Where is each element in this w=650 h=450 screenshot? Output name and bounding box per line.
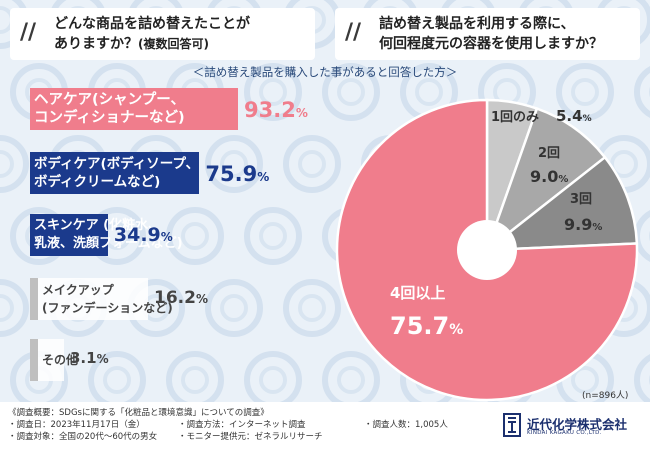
- footer-survey-title: 《調査概要：SDGsに関する「化粧品と環境意識」についての調査》: [8, 408, 269, 418]
- pattern-motif: [634, 354, 650, 406]
- bar-label-2: ボディケア(ボディソープ、 ボディクリームなど): [34, 156, 200, 190]
- footer: 《調査概要：SDGsに関する「化粧品と環境意識」についての調査》 ・調査日：20…: [0, 402, 650, 450]
- pie-label-1: 1回のみ: [491, 110, 539, 125]
- bar-label-4: メイクアップ (ファンデーションなど): [42, 283, 173, 315]
- pie-label-4: 4回以上: [390, 284, 445, 302]
- pie-value-1: 5.4%: [556, 107, 592, 125]
- pattern-motif: [283, 135, 341, 193]
- pattern-motif: [283, 279, 341, 337]
- bar-4: メイクアップ (ファンデーションなど): [30, 278, 173, 320]
- pie-value-4: 75.7%: [390, 312, 463, 340]
- bar-label-3: スキンケア (化粧水、 乳液、洗顔フォームなど): [34, 218, 183, 251]
- header-left-line1: どんな商品を詰め替えたことが: [54, 16, 250, 32]
- pattern-motif: [0, 279, 29, 337]
- bar-5: その他: [30, 339, 78, 381]
- pie-chart: 1回のみ 5.4% 2回 9.0%3回 9.9% 4回以上 75.7%: [335, 98, 639, 402]
- footer-method: ・調査方法：インターネット調査: [178, 420, 306, 430]
- company-name: 近代化学株式会社: [527, 417, 628, 432]
- footer-provider: ・モニター提供元：ゼネラルリサーチ: [178, 432, 323, 442]
- pattern-motif: [634, 66, 650, 118]
- header-left-line2: ありますか？: [54, 36, 138, 52]
- footer-target: ・調査対象：全国の20代～60代の男女: [8, 432, 158, 442]
- bar-3: スキンケア (化粧水、 乳液、洗顔フォームなど): [30, 214, 183, 256]
- pattern-motif: [205, 279, 263, 337]
- slash-icon: //: [345, 20, 362, 45]
- bar-value-2: 75.9%: [205, 162, 270, 186]
- bar-value-3: 34.9%: [113, 224, 173, 246]
- header-right: // 詰め替え製品を利用する際に、 何回程度元の容器を使用しますか？: [335, 8, 640, 60]
- subtitle: ＜詰め替え製品を購入した事があると回答した方＞: [192, 65, 458, 79]
- sample-size-note: (n=896人): [582, 391, 629, 401]
- pie-slice-2: [484, 106, 607, 254]
- pie-center-hole: [457, 220, 517, 280]
- header-left-note: (複数回答可): [138, 37, 209, 51]
- pie-label-3: 3回: [570, 192, 592, 207]
- slash-icon: //: [20, 20, 37, 45]
- bar-1: ヘアケア(シャンプー、 コンディショナーなど): [30, 88, 238, 130]
- bar-label-5: その他: [42, 353, 79, 367]
- company-logo-icon: [503, 413, 521, 437]
- bar-2: ボディケア(ボディソープ、 ボディクリームなど): [30, 152, 200, 194]
- bar-label-1: ヘアケア(シャンプー、 コンディショナーなど): [34, 92, 186, 126]
- pie-value-2: 9.0%: [530, 167, 568, 186]
- pie-slice-3: [483, 155, 639, 252]
- pattern-motif: [244, 207, 302, 265]
- bar-value-4: 16.2%: [154, 288, 208, 308]
- footer-count: ・調査人数：1,005人: [364, 420, 448, 430]
- footer-date: ・調査日：2023年11月17日（金）: [8, 420, 145, 430]
- pattern-motif: [166, 207, 224, 265]
- pie-value-3: 9.9%: [564, 215, 602, 234]
- header-right-line1: 詰め替え製品を利用する際に、: [379, 16, 575, 32]
- pattern-motif: [205, 135, 263, 193]
- pattern-motif: [244, 63, 302, 121]
- pattern-motif: [322, 63, 380, 121]
- header-left: // どんな商品を詰め替えたことが ありますか？(複数回答可): [10, 8, 315, 60]
- bar-value-5: 3.1%: [70, 349, 109, 367]
- pattern-motif: [556, 63, 614, 121]
- pie-label-2: 2回: [538, 146, 560, 161]
- company-name-en: KINDAI KAGAKU CO.,LTD.: [527, 430, 602, 436]
- bar-value-1: 93.2%: [244, 98, 308, 122]
- pattern-motif: [0, 135, 29, 193]
- header-right-line2: 何回程度元の容器を使用しますか？: [379, 36, 603, 52]
